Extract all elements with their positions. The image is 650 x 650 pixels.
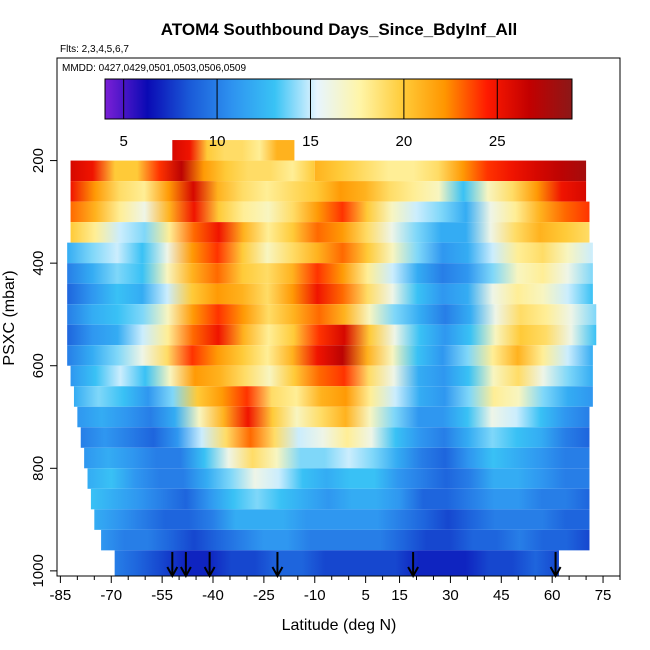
y-tick-label: 800 — [30, 456, 47, 481]
y-tick-label: 200 — [30, 148, 47, 173]
colorbar — [104, 78, 573, 120]
heatmap-layer — [67, 283, 593, 305]
heatmap-layer — [314, 160, 587, 182]
colorbar-tick-label: 10 — [209, 133, 226, 150]
flights-subtitle: Flts: 2,3,4,5,6,7 — [60, 44, 129, 55]
heatmap-layer — [90, 488, 590, 510]
colorbar-tick-label: 5 — [120, 133, 128, 150]
heatmap-layer — [80, 427, 590, 448]
x-tick-label: 75 — [595, 587, 612, 604]
y-tick-label: 600 — [30, 353, 47, 378]
heatmap-layer — [70, 201, 590, 223]
heatmap-layer — [172, 140, 295, 161]
x-tick-label: -10 — [304, 587, 326, 604]
x-tick-label: -85 — [50, 587, 72, 604]
x-tick-label: -25 — [253, 587, 275, 604]
x-tick-label: 15 — [391, 587, 408, 604]
heatmap-layer — [67, 345, 593, 366]
x-tick-label: 60 — [544, 587, 561, 604]
heatmap-layer — [101, 529, 590, 551]
colorbar-ticks: 5 10 15 20 25 — [120, 79, 506, 150]
heatmap-layer — [70, 181, 587, 202]
heatmap-layer — [94, 509, 590, 530]
heatmap-layer — [77, 406, 590, 428]
chart-title: ATOM4 Southbound Days_Since_BdyInf_All — [161, 20, 517, 39]
x-tick-label: -55 — [151, 587, 173, 604]
heatmap-layer — [67, 263, 593, 284]
heatmap-layer — [70, 365, 593, 387]
x-tick-label: -40 — [202, 587, 224, 604]
y-tick-label: 1000 — [30, 554, 47, 587]
x-axis: -85 -70 -55 -40 -25 -10 5 15 30 45 60 75 — [50, 576, 621, 604]
dates-subtitle: MMDD: 0427,0429,0501,0503,0506,0509 — [62, 63, 246, 74]
x-axis-label: Latitude (deg N) — [282, 617, 397, 634]
plot-frame — [56, 57, 621, 577]
heatmap-layer — [67, 304, 597, 325]
heatmap-layer — [67, 324, 597, 346]
heatmap-layer — [67, 242, 593, 264]
colorbar-tick-label: 25 — [489, 133, 506, 150]
heatmap-layer — [114, 550, 559, 576]
x-tick-label: 45 — [493, 587, 510, 604]
y-axis: 200 400 600 800 1000 — [30, 148, 57, 588]
colorbar-tick-label: 15 — [302, 133, 319, 150]
heatmap-layer — [87, 468, 590, 489]
heatmap-layer — [70, 222, 590, 243]
y-tick-label: 400 — [30, 251, 47, 276]
heatmap-layer — [73, 386, 593, 407]
x-tick-label: 30 — [442, 587, 459, 604]
heatmap-cells — [67, 140, 597, 576]
heatmap-layer — [70, 160, 315, 182]
y-axis-label: PSXC (mbar) — [1, 270, 18, 365]
heatmap-layer — [84, 447, 590, 469]
colorbar-tick-label: 20 — [396, 133, 413, 150]
x-tick-label: -70 — [100, 587, 122, 604]
x-tick-label: 5 — [361, 587, 369, 604]
